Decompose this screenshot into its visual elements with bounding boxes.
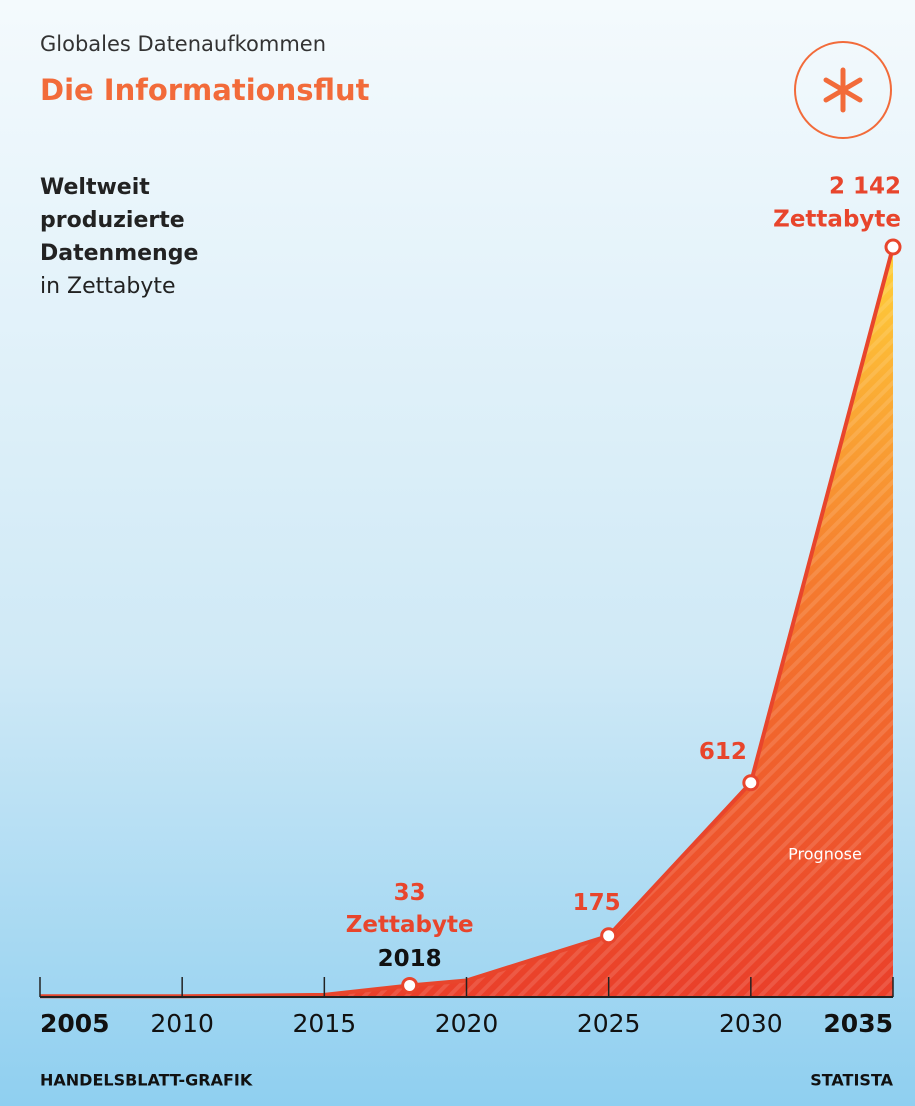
data-label: 612 (699, 739, 747, 765)
x-tick-label: 2025 (577, 1009, 641, 1038)
data-label: 175 (573, 890, 621, 916)
point (600, 927, 618, 945)
logo (794, 41, 892, 139)
year-label: 2018 (378, 946, 442, 972)
x-tick-label: 2030 (719, 1009, 783, 1038)
subtitle: Weltweit (40, 175, 150, 200)
annotation: Prognose (788, 845, 862, 864)
point (742, 774, 760, 792)
point (401, 976, 419, 994)
x-tick-label: 2020 (435, 1009, 499, 1038)
data-label: 33 (394, 880, 426, 906)
subtitle: Datenmenge (40, 241, 198, 266)
source: HANDELSBLATT-GRAFIK (40, 1071, 253, 1090)
data-label: 2 142 (829, 174, 901, 200)
x-tick-label: 2035 (823, 1009, 893, 1038)
y-axis-label: in Zettabyte (40, 274, 176, 299)
point (884, 238, 902, 256)
unit-label: Zettabyte (773, 207, 901, 233)
source: STATISTA (810, 1071, 893, 1090)
unit-label: Zettabyte (346, 912, 474, 938)
area-stripes (40, 247, 893, 997)
subtitle: produzierte (40, 208, 185, 233)
x-tick-label: 2005 (40, 1009, 110, 1038)
kicker: Globales Datenaufkommen (40, 32, 326, 56)
chart-title: Die Informationsflut (40, 73, 370, 107)
x-tick-label: 2010 (150, 1009, 214, 1038)
x-tick-label: 2015 (293, 1009, 357, 1038)
